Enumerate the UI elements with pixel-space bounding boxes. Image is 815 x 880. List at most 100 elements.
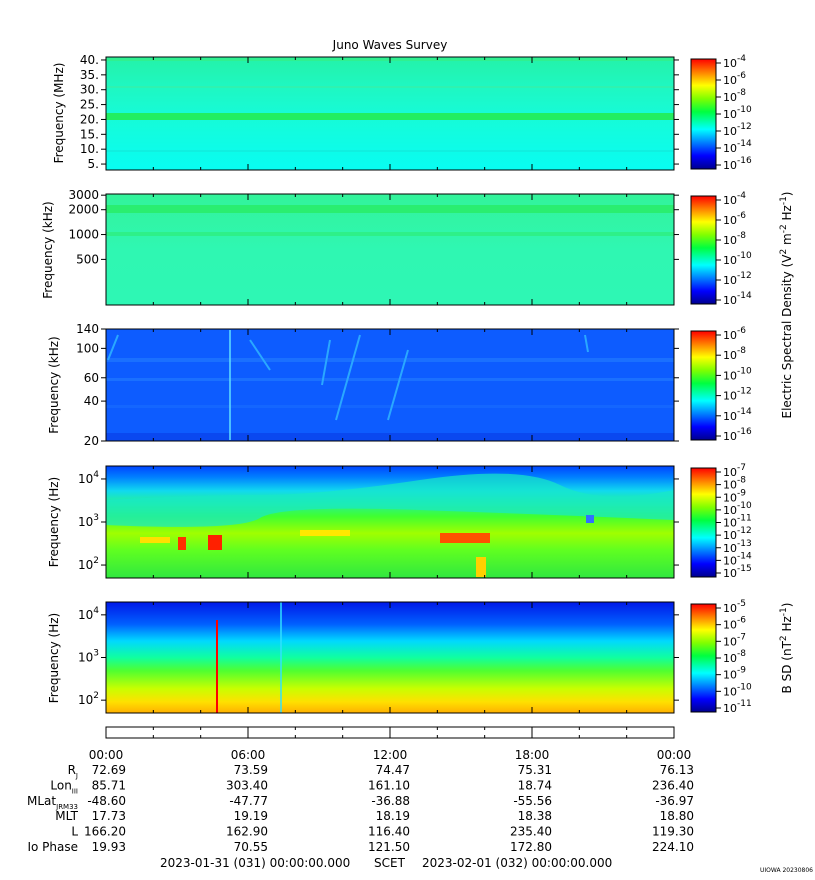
row-value: 18.80	[660, 809, 694, 823]
row-label: LonIII	[50, 778, 78, 795]
row-label: L	[71, 825, 78, 839]
colorbar-tick-label: 10-9	[723, 488, 746, 504]
y-tick-label: 15.	[80, 127, 99, 141]
spectrogram-3	[106, 329, 674, 441]
y-ticks-4: 104 103 102	[78, 470, 679, 572]
row-value: 119.30	[652, 825, 694, 839]
row-value: 75.31	[518, 763, 552, 777]
y-tick-label: 500	[76, 252, 99, 266]
time-label: 00:00	[89, 748, 124, 762]
colorbar	[690, 195, 717, 305]
colorbar	[690, 330, 717, 441]
x-ticks-2	[105, 194, 675, 305]
colorbar	[690, 58, 717, 170]
colorbar-tick-label: 10-6	[723, 71, 746, 87]
colorbar-tick-label: 10-13	[723, 539, 752, 555]
y-ticks-1: 40.35.30.25.20.15.10.5.	[80, 53, 679, 171]
row-label: RJ	[68, 763, 78, 780]
colorbar-tick-label: 10-12	[723, 526, 752, 542]
row-label: MLT	[55, 809, 78, 823]
emission-blobs-4	[140, 515, 594, 577]
blob	[178, 537, 186, 550]
row-value: 236.40	[652, 778, 694, 792]
row-value: -36.97	[655, 794, 694, 808]
row-value: 166.20	[84, 825, 126, 839]
streak	[387, 349, 409, 421]
y-axis-label-5: Frequency (Hz)	[47, 613, 61, 704]
y-axis-label-3: Frequency (kHz)	[47, 336, 61, 433]
streak	[249, 339, 271, 371]
colorbar-tick-label: 10-11	[723, 699, 752, 715]
row-label: Io Phase	[27, 840, 78, 854]
streak	[584, 334, 589, 353]
y-ticks-3: 140 100 60 40 20	[76, 322, 679, 448]
y-tick-label: 10.	[80, 142, 99, 156]
colorbar-tick-label: 10-15	[723, 564, 752, 580]
footer-start: 2023-01-31 (031) 00:00:00.000	[160, 856, 350, 870]
colorbar-tick-label: 10-12	[723, 122, 752, 138]
time-axis-strip	[105, 726, 675, 739]
row-value: 172.80	[510, 840, 552, 854]
row-value: 17.73	[92, 809, 126, 823]
time-label: 18:00	[515, 748, 550, 762]
streak	[107, 334, 119, 361]
row-value: 18.74	[518, 778, 552, 792]
row-value: 74.47	[376, 763, 410, 777]
row-value: 235.40	[510, 825, 552, 839]
colorbar-tick-label: 10-16	[723, 427, 752, 443]
row-value: -47.77	[229, 794, 268, 808]
row-value: 85.71	[92, 778, 126, 792]
ephemeris-table: 00:00 06:00 12:00 18:00 00:00 RJ 72.69 73.59 74.…	[27, 748, 694, 854]
y-tick-label: 102	[78, 556, 99, 572]
colorbar-tick-label: 10-10	[723, 366, 752, 382]
row-value: 303.40	[226, 778, 268, 792]
x-ticks-1	[105, 57, 675, 170]
y-tick-label: 60	[84, 371, 99, 385]
blob	[440, 533, 490, 543]
y-axis-label-1: Frequency (MHz)	[52, 63, 66, 164]
colorbar-tick-label: 10-9	[723, 666, 746, 682]
colorbar-tick-label: 10-10	[723, 682, 752, 698]
row-value: -48.60	[87, 794, 126, 808]
x-ticks-3	[105, 329, 675, 441]
row-value: 161.10	[368, 778, 410, 792]
row-value: 121.50	[368, 840, 410, 854]
band-p3-c	[106, 405, 674, 408]
y-tick-label: 35.	[80, 68, 99, 82]
emission-streaks-3	[107, 334, 589, 421]
blob	[208, 535, 222, 550]
row-value: -36.88	[371, 794, 410, 808]
row-value: 18.19	[376, 809, 410, 823]
colorbar-tick-label: 10-16	[723, 156, 752, 172]
panel-3: 140 100 60 40 20 Frequency (kHz)	[47, 322, 679, 448]
blob	[140, 537, 170, 543]
time-label: 12:00	[373, 748, 408, 762]
row-value: 162.90	[226, 825, 268, 839]
time-label: 00:00	[657, 748, 692, 762]
blob	[476, 557, 486, 577]
y-tick-label: 40.	[80, 53, 99, 67]
row-value: 70.55	[234, 840, 268, 854]
y-tick-label: 5.	[88, 157, 99, 171]
y-tick-label: 103	[78, 513, 99, 529]
row-value: 76.13	[660, 763, 694, 777]
band-p3-a	[106, 358, 674, 362]
footer-credit: UIOWA 20230806	[760, 867, 813, 874]
row-value: 18.38	[518, 809, 552, 823]
streak	[335, 334, 361, 421]
y-tick-label: 104	[78, 470, 99, 486]
colorbar-tick-label: 10-5	[723, 599, 746, 615]
colorbar-tick-label: 10-6	[723, 211, 746, 227]
colorbar-tick-label: 10-8	[723, 231, 746, 247]
band-20mhz	[106, 113, 674, 120]
y-tick-label: 2000	[68, 203, 99, 217]
streak	[321, 339, 331, 386]
colorbar	[690, 467, 717, 578]
colorbar-tick-label: 10-4	[723, 54, 746, 70]
y-tick-label: 20.	[80, 112, 99, 126]
colorbar-tick-label: 10-14	[723, 139, 752, 155]
y-tick-label: 3000	[68, 188, 99, 202]
y-tick-label: 104	[78, 606, 99, 622]
y-tick-label: 103	[78, 649, 99, 665]
